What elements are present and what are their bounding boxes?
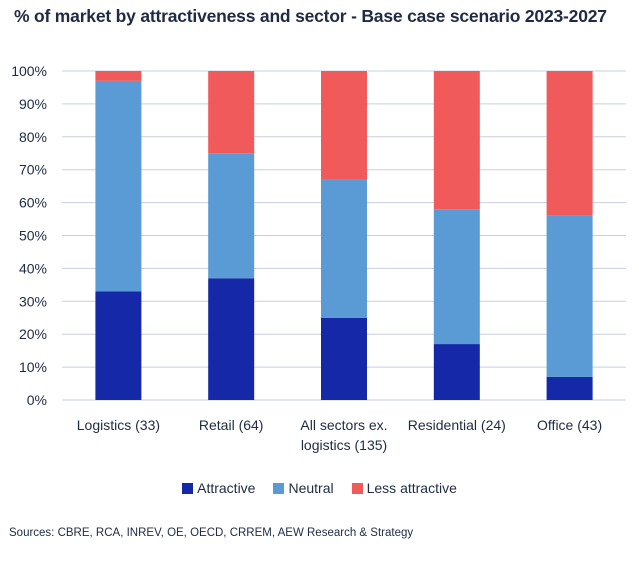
x-tick-label: Retail (64) <box>199 417 264 433</box>
bar-attractive <box>546 376 593 400</box>
bar-attractive <box>208 278 255 400</box>
legend-label-attractive: Attractive <box>197 480 256 496</box>
bar-attractive <box>95 291 142 400</box>
bar-less-attractive <box>433 71 480 210</box>
y-tick-label: 20% <box>19 326 47 342</box>
legend-item-attractive: Attractive <box>182 480 255 496</box>
legend-swatch-neutral <box>273 482 285 494</box>
bar-attractive <box>433 344 480 400</box>
bar-neutral <box>433 209 480 345</box>
x-tick-label: Logistics (33) <box>77 417 160 433</box>
y-tick-label: 80% <box>19 129 47 145</box>
y-tick-label: 60% <box>19 195 47 211</box>
chart-title: % of market by attractiveness and sector… <box>14 6 607 26</box>
legend-swatch-attractive <box>182 482 194 494</box>
y-tick-label: 90% <box>19 96 47 112</box>
y-tick-label: 0% <box>27 392 47 408</box>
bar-neutral <box>95 80 142 292</box>
stacked-bar-chart: 0% 10% 20% 30% 40% 50% 60% 70% 80% 90% 100% Logisti… <box>11 63 626 453</box>
y-tick-label: 100% <box>11 63 47 79</box>
legend-item-neutral: Neutral <box>273 480 334 496</box>
legend: Attractive Neutral Less attractive <box>0 480 639 496</box>
x-tick-label: Residential (24) <box>408 417 506 433</box>
bar-neutral <box>546 215 593 377</box>
bar-neutral <box>208 153 255 279</box>
bar-less-attractive <box>546 71 593 216</box>
bar-neutral <box>321 179 367 318</box>
legend-item-less-attractive: Less attractive <box>351 480 457 496</box>
bar-less-attractive <box>321 71 367 180</box>
x-tick-label: Office (43) <box>537 417 602 433</box>
legend-swatch-less-attractive <box>351 482 363 494</box>
y-tick-label: 30% <box>19 293 47 309</box>
x-tick-label: All sectors ex. logistics (135) <box>300 417 387 453</box>
bar-attractive <box>321 317 367 400</box>
legend-label-neutral: Neutral <box>288 480 334 496</box>
bar-less-attractive <box>208 71 255 154</box>
legend-label-less-attractive: Less attractive <box>366 480 457 496</box>
y-tick-label: 70% <box>19 162 47 178</box>
y-tick-label: 40% <box>19 260 47 276</box>
bar-less-attractive <box>95 71 142 81</box>
y-tick-label: 10% <box>19 359 47 375</box>
source-note: Sources: CBRE, RCA, INREV, OE, OECD, CRR… <box>9 527 414 539</box>
y-tick-label: 50% <box>19 228 47 244</box>
